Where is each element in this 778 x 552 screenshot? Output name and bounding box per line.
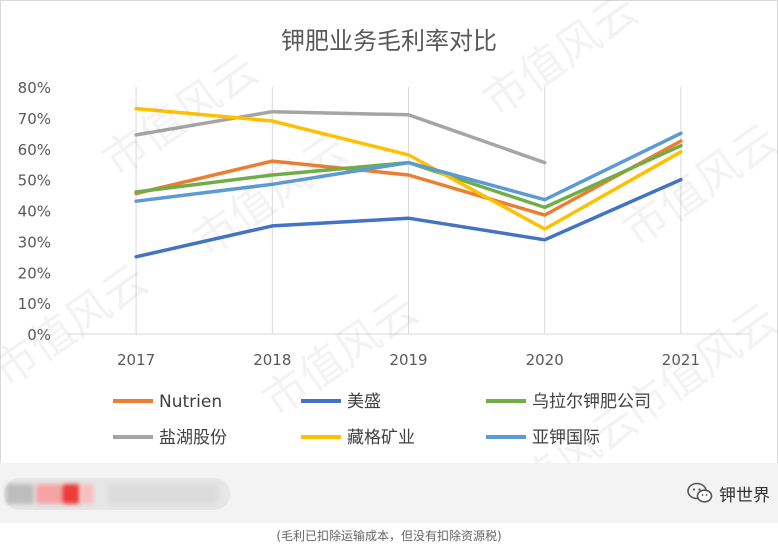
- y-tick-label: 80%: [18, 79, 51, 97]
- redacted-block: [36, 484, 62, 504]
- x-tick-label: 2017: [117, 351, 155, 369]
- x-tick-label: 2020: [526, 351, 564, 369]
- y-tick-label: 60%: [18, 141, 51, 159]
- chart-frame: 钾肥业务毛利率对比 0% 10% 20% 30% 40% 50% 60% 70% 80% 2017 2…: [0, 0, 778, 464]
- x-tick-label: 2021: [662, 351, 700, 369]
- wechat-icon: [687, 482, 713, 503]
- redacted-block: [6, 484, 34, 504]
- x-tick-label: 2019: [389, 351, 427, 369]
- legend-label: 亚钾国际: [532, 428, 600, 448]
- series-line: [134, 131, 683, 203]
- y-tick-label: 40%: [18, 203, 51, 221]
- series-line: [134, 106, 683, 231]
- brand-watermark: 钾世界: [687, 480, 770, 506]
- brand-name: 钾世界: [719, 485, 770, 506]
- legend-label: 美盛: [347, 392, 381, 412]
- legend-label: 藏格矿业: [347, 428, 415, 448]
- legend-label: Nutrien: [159, 392, 222, 412]
- legend-label: 乌拉尔钾肥公司: [532, 392, 651, 412]
- y-tick-label: 10%: [18, 295, 51, 313]
- redacted-block: [80, 484, 94, 504]
- series-line: [134, 177, 683, 259]
- redacted-block: [62, 484, 80, 504]
- chart-title: 钾肥业务毛利率对比: [281, 27, 497, 55]
- legend-label: 盐湖股份: [159, 428, 227, 448]
- x-tick-label: 2018: [253, 351, 291, 369]
- y-tick-label: 70%: [18, 110, 51, 128]
- redacted-block: [108, 484, 218, 504]
- y-tick-label: 30%: [18, 233, 51, 251]
- series-line: [134, 109, 547, 165]
- footnote: (毛利已扣除运输成本，但没有扣除资源税): [276, 529, 502, 543]
- y-tick-label: 0%: [27, 326, 51, 344]
- y-tick-label: 50%: [18, 172, 51, 190]
- y-tick-label: 20%: [18, 264, 51, 282]
- series-line: [134, 139, 683, 217]
- line-chart: 钾肥业务毛利率对比 0% 10% 20% 30% 40% 50% 60% 70% 80% 2017 2…: [18, 27, 749, 448]
